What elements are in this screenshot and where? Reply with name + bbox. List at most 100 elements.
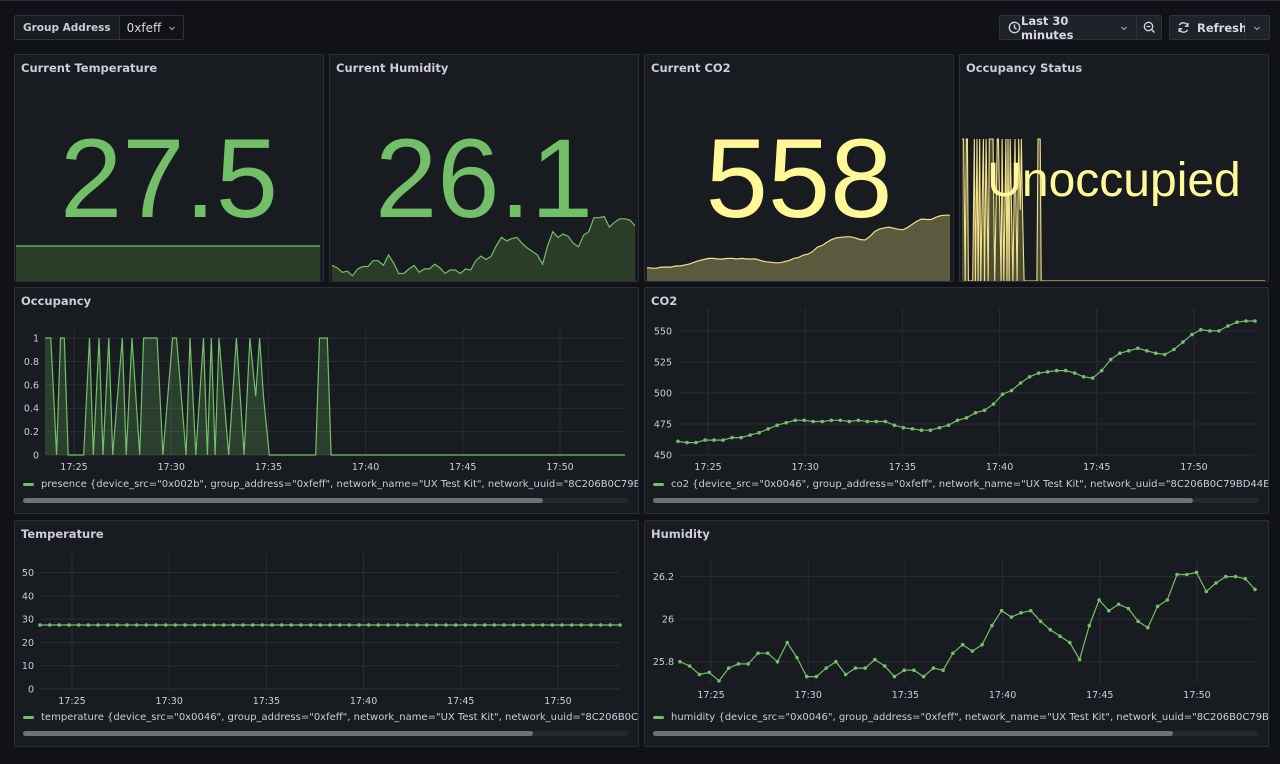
data-point <box>125 623 129 627</box>
data-point <box>76 623 81 627</box>
data-point <box>685 440 689 445</box>
legend-item[interactable]: co2 {device_src="0x0046", group_address=… <box>653 479 1268 490</box>
panel-title: Current Temperature <box>21 61 158 75</box>
chevron-down-icon <box>1120 24 1128 32</box>
time-range-button[interactable]: Last 30 minutes <box>999 13 1137 42</box>
data-point <box>921 674 926 679</box>
data-point <box>1036 371 1041 375</box>
data-point <box>717 679 721 683</box>
x-tick-label: 17:30 <box>795 690 822 701</box>
stat-panel-temperature[interactable]: Current Temperature 27.5 <box>14 54 324 282</box>
data-point <box>502 623 506 627</box>
data-point <box>1027 375 1032 379</box>
legend-item[interactable]: presence {device_src="0x002b", group_add… <box>23 479 638 490</box>
data-point <box>86 623 91 627</box>
sparkline-area <box>647 215 950 281</box>
refresh-interval-dropdown[interactable] <box>1245 15 1270 40</box>
data-point <box>902 668 906 672</box>
x-tick-label: 17:40 <box>986 462 1013 473</box>
data-point <box>144 623 149 627</box>
data-point <box>96 623 100 627</box>
data-point <box>746 662 750 666</box>
data-point <box>395 623 400 627</box>
legend-scrollbar-thumb[interactable] <box>653 731 1173 736</box>
timeseries-panel-co2[interactable]: CO2 450 475 500 525 550 17:25 17:30 17:35 17:40 1… <box>644 287 1269 514</box>
x-tick-label: 17:25 <box>697 690 724 701</box>
data-point <box>589 623 593 627</box>
data-point <box>991 402 996 406</box>
timeseries-panel-humidity[interactable]: Humidity 25.8 26 26.2 17:25 17:30 17:35 17:40 1… <box>644 520 1269 747</box>
legend-item[interactable]: temperature {device_src="0x0046", group_… <box>23 712 638 723</box>
y-tick-label: 450 <box>654 451 672 462</box>
stat-panel-co2[interactable]: Current CO2 558 <box>644 54 954 282</box>
data-point <box>1190 332 1194 337</box>
y-tick-label: 0.2 <box>24 427 39 438</box>
data-point <box>453 623 458 627</box>
data-point <box>910 427 915 431</box>
x-tick-label: 17:40 <box>350 696 377 707</box>
zoom-out-button[interactable] <box>1137 15 1162 40</box>
group-address-select[interactable]: 0xfeff <box>119 15 184 40</box>
data-point <box>347 623 352 627</box>
data-point <box>941 668 945 672</box>
timeseries-panel-temperature[interactable]: Temperature 0 10 20 30 40 50 17:25 17:30 17:35 17… <box>14 520 639 747</box>
legend-item[interactable]: humidity {device_src="0x0046", group_add… <box>653 712 1268 723</box>
x-tick-label: 17:35 <box>253 696 280 707</box>
data-point <box>980 642 984 647</box>
series-area <box>45 338 625 455</box>
time-range-label: Last 30 minutes <box>1021 13 1074 42</box>
data-point <box>183 623 187 627</box>
data-point <box>1009 615 1014 619</box>
data-point <box>1226 324 1230 328</box>
clock-icon <box>1008 21 1021 34</box>
data-point <box>260 623 265 627</box>
y-tick-label: 26 <box>662 615 674 626</box>
data-point <box>492 623 497 627</box>
data-point <box>1087 623 1092 628</box>
data-point <box>824 666 828 670</box>
data-point <box>1172 347 1176 352</box>
y-tick-label: 10 <box>22 661 34 672</box>
data-point <box>163 623 168 627</box>
data-point <box>1136 619 1140 624</box>
legend-scrollbar-thumb[interactable] <box>23 731 533 736</box>
data-point <box>937 425 942 430</box>
data-point <box>853 666 858 670</box>
y-tick-label: 0 <box>28 685 34 696</box>
data-point <box>434 623 439 627</box>
data-point <box>134 623 139 627</box>
data-point <box>687 664 692 668</box>
chevron-down-icon <box>1253 24 1261 32</box>
data-point <box>843 672 848 677</box>
x-tick-label: 17:35 <box>892 690 919 701</box>
data-point <box>1175 572 1179 577</box>
data-point <box>982 408 987 413</box>
sparkline-line <box>962 138 1265 281</box>
data-point <box>482 623 487 627</box>
x-tick-label: 17:25 <box>60 462 87 473</box>
y-tick-label: 0.8 <box>24 357 39 368</box>
chevron-down-icon <box>168 24 176 32</box>
data-point <box>973 411 978 415</box>
data-point <box>1009 388 1014 393</box>
data-point <box>882 664 887 668</box>
dashboard-toolbar: Group Address 0xfeff Last 30 minutes <box>0 0 1280 52</box>
sparkline-area <box>16 246 320 281</box>
y-tick-label: 20 <box>22 638 34 649</box>
data-point <box>964 416 969 420</box>
x-tick-label: 17:40 <box>352 462 379 473</box>
legend-scrollbar-thumb[interactable] <box>23 498 543 503</box>
stat-panel-occupancy[interactable]: Occupancy Status Unoccupied <box>959 54 1269 282</box>
legend-scrollbar-thumb[interactable] <box>653 498 1193 503</box>
stat-panel-humidity[interactable]: Current Humidity 26.1 <box>329 54 639 282</box>
data-point <box>231 623 236 627</box>
occupancy-chart: 0 0.2 0.4 0.6 0.8 1 17:25 17:30 17:35 17:40 17:45 1… <box>24 330 625 473</box>
data-point <box>308 623 313 627</box>
timeseries-panel-occupancy[interactable]: Occupancy 0 0.2 0.4 0.6 0.8 1 17:25 17:30 17:35 1… <box>14 287 639 514</box>
data-point <box>785 640 789 645</box>
refresh-button[interactable]: Refresh <box>1169 15 1247 40</box>
x-tick-label: 17:30 <box>158 462 185 473</box>
data-point <box>748 433 752 437</box>
y-tick-label: 550 <box>654 326 672 337</box>
data-point <box>47 623 52 627</box>
